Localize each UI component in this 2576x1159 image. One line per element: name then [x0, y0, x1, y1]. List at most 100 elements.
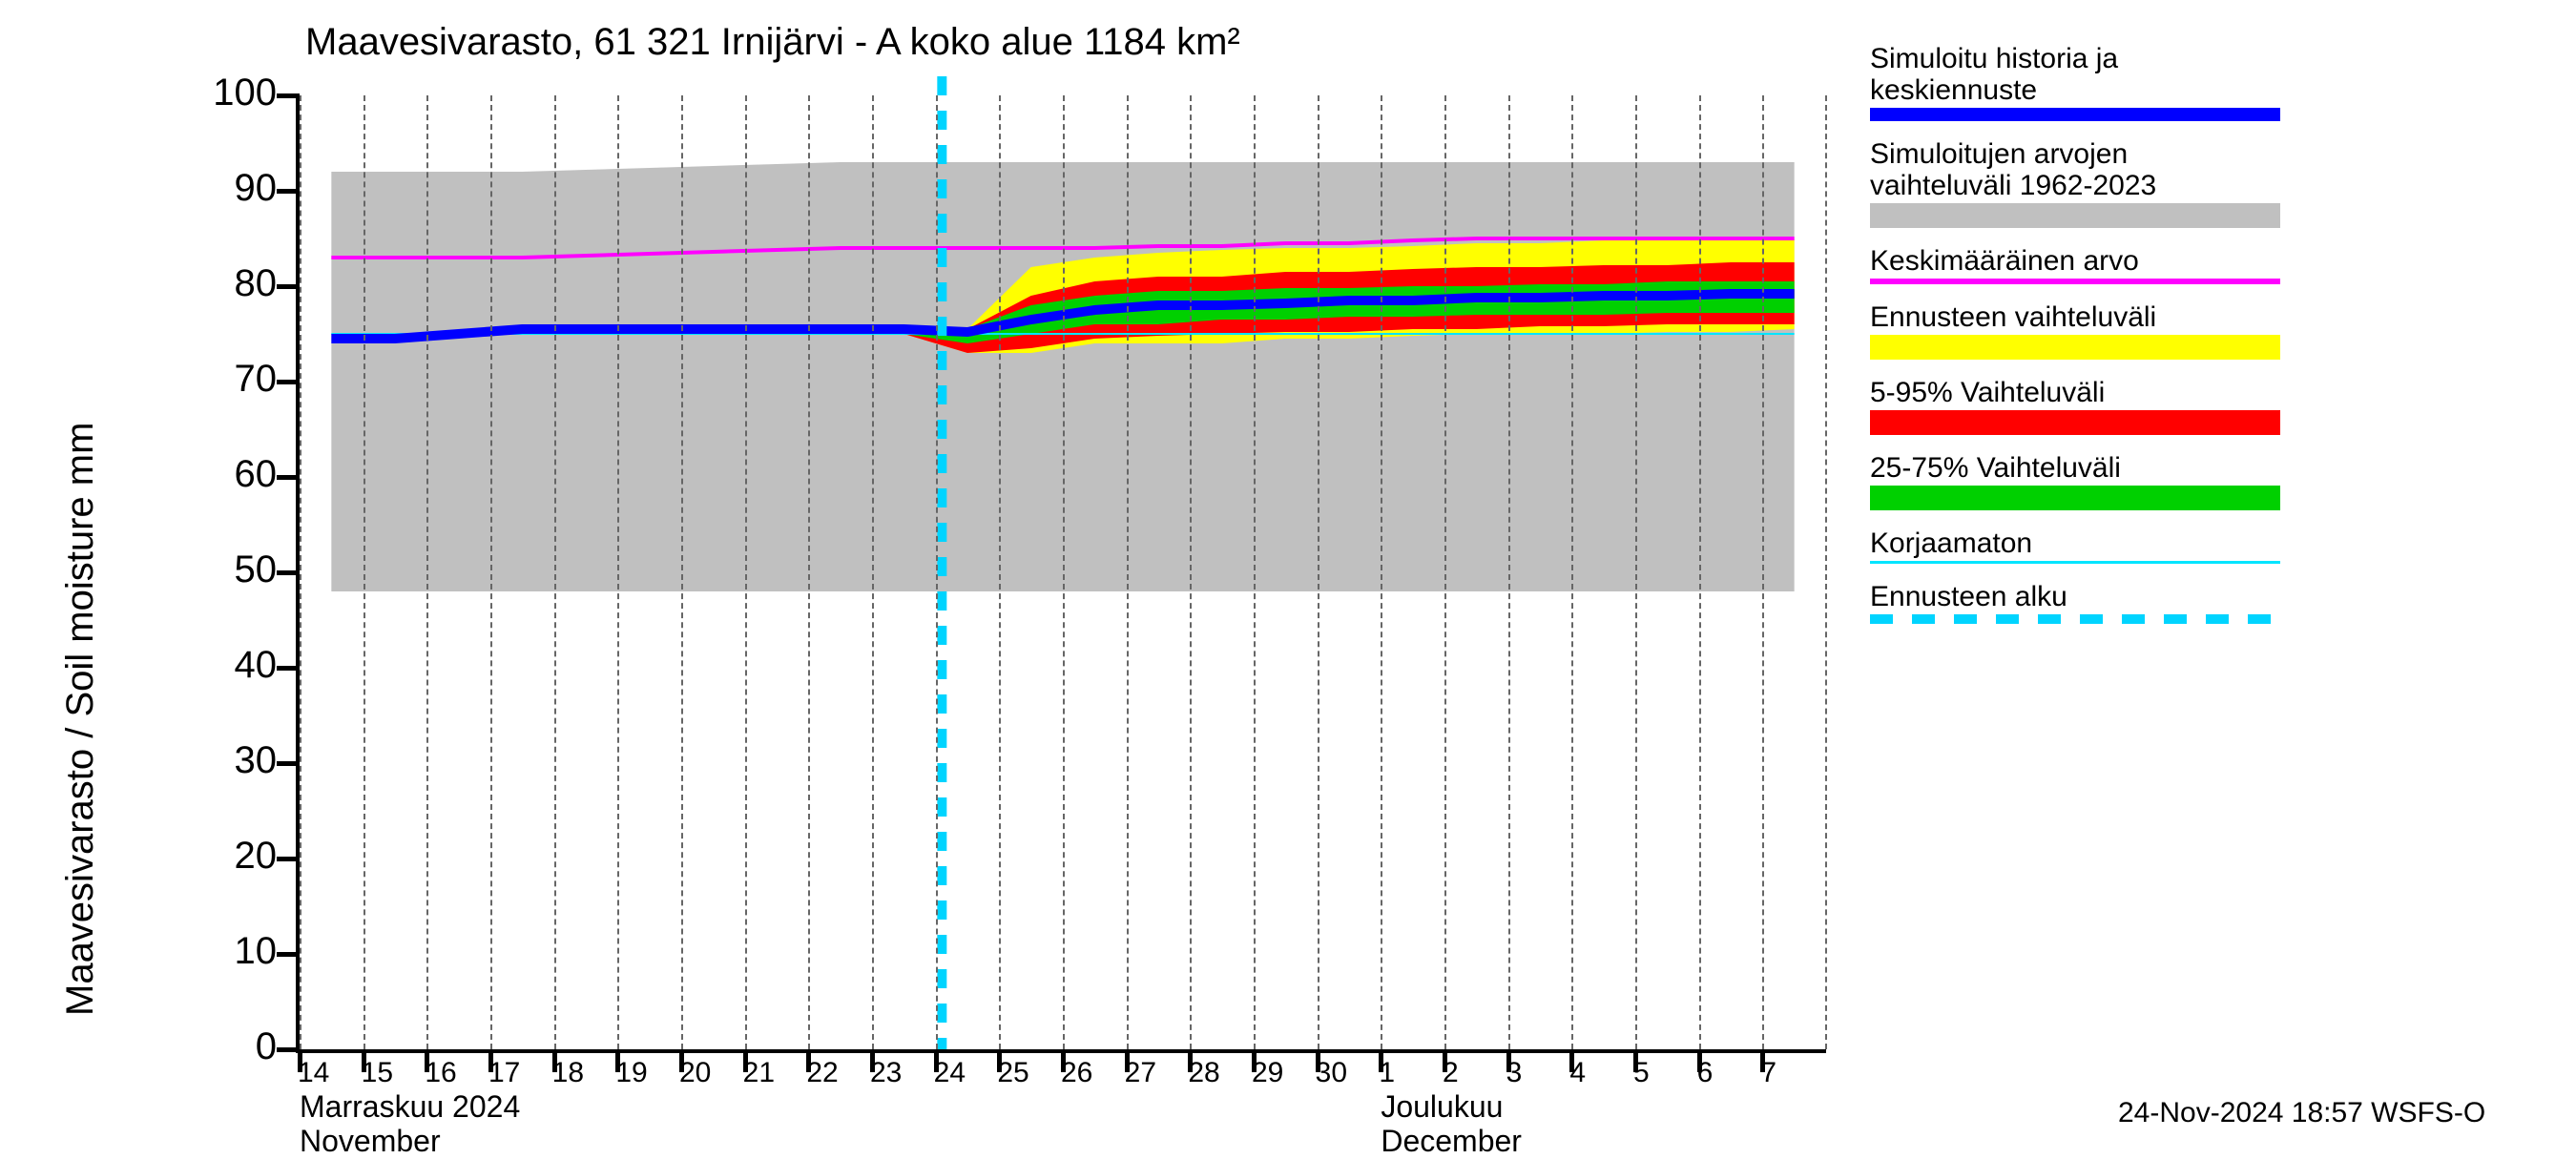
y-tick-label: 60 — [172, 453, 277, 496]
y-tick-label: 70 — [172, 358, 277, 401]
y-tick-label: 50 — [172, 548, 277, 591]
x-gridline — [936, 95, 938, 1049]
x-gridline — [808, 95, 810, 1049]
legend-label: vaihteluväli 1962-2023 — [1870, 170, 2280, 201]
x-gridline — [1190, 95, 1192, 1049]
legend-swatch — [1870, 486, 2280, 510]
legend-item: Simuloitu historia jakeskiennuste — [1870, 43, 2280, 121]
x-tick-label: 6 — [1697, 1057, 1761, 1089]
x-tick-label: 20 — [679, 1057, 743, 1089]
y-tick — [277, 475, 300, 480]
x-gridline — [1825, 95, 1827, 1049]
x-gridline — [681, 95, 683, 1049]
y-tick-label: 30 — [172, 739, 277, 782]
x-tick-label: 17 — [488, 1057, 552, 1089]
legend-swatch — [1870, 335, 2280, 360]
x-tick-label: 25 — [997, 1057, 1061, 1089]
x-tick-label: 2 — [1443, 1057, 1506, 1089]
legend-item: 25-75% Vaihteluväli — [1870, 452, 2280, 510]
x-gridline — [617, 95, 619, 1049]
x-tick-label: 18 — [552, 1057, 616, 1089]
x-tick-label: 21 — [743, 1057, 807, 1089]
x-tick-label: 5 — [1633, 1057, 1697, 1089]
y-tick-label: 80 — [172, 262, 277, 305]
legend-label: keskiennuste — [1870, 74, 2280, 106]
legend-label: Simuloitujen arvojen — [1870, 138, 2280, 170]
x-tick-label: 14 — [298, 1057, 362, 1089]
x-gridline — [1508, 95, 1510, 1049]
timestamp-label: 24-Nov-2024 18:57 WSFS-O — [2118, 1097, 2485, 1129]
y-tick-label: 90 — [172, 167, 277, 210]
y-tick — [277, 189, 300, 194]
x-tick-label: 23 — [870, 1057, 934, 1089]
month-label: November — [300, 1124, 441, 1159]
legend-swatch — [1870, 561, 2280, 564]
x-tick-label: 7 — [1760, 1057, 1824, 1089]
x-tick-label: 28 — [1188, 1057, 1252, 1089]
legend-item: Korjaamaton — [1870, 528, 2280, 564]
y-tick — [277, 857, 300, 861]
x-gridline — [1254, 95, 1256, 1049]
x-gridline — [1699, 95, 1701, 1049]
x-tick-label: 24 — [934, 1057, 998, 1089]
legend-item: Simuloitujen arvojenvaihteluväli 1962-20… — [1870, 138, 2280, 228]
legend-swatch — [1870, 203, 2280, 228]
x-tick-label: 4 — [1569, 1057, 1633, 1089]
page-root: Maavesivarasto, 61 321 Irnijärvi - A kok… — [0, 0, 2576, 1145]
y-tick — [277, 570, 300, 575]
y-tick-label: 100 — [172, 72, 277, 114]
legend-item: Keskimääräinen arvo — [1870, 245, 2280, 284]
legend-label: Simuloitu historia ja — [1870, 43, 2280, 74]
legend-label: Ennusteen alku — [1870, 581, 2280, 612]
x-gridline — [364, 95, 365, 1049]
x-gridline — [1127, 95, 1129, 1049]
y-tick — [277, 952, 300, 957]
x-gridline — [1063, 95, 1065, 1049]
x-gridline — [426, 95, 428, 1049]
x-tick-label: 19 — [615, 1057, 679, 1089]
x-gridline — [745, 95, 747, 1049]
legend: Simuloitu historia jakeskiennusteSimuloi… — [1870, 43, 2280, 641]
legend-item: 5-95% Vaihteluväli — [1870, 377, 2280, 435]
legend-label: Korjaamaton — [1870, 528, 2280, 559]
legend-swatch — [1870, 108, 2280, 121]
y-tick — [277, 666, 300, 671]
x-tick-label: 1 — [1379, 1057, 1443, 1089]
y-tick-label: 10 — [172, 930, 277, 973]
x-tick-label: 26 — [1061, 1057, 1125, 1089]
legend-item: Ennusteen alku — [1870, 581, 2280, 624]
plot-area — [296, 95, 1826, 1053]
chart-title: Maavesivarasto, 61 321 Irnijärvi - A kok… — [305, 21, 1240, 64]
x-tick-label: 30 — [1316, 1057, 1380, 1089]
x-tick-label: 16 — [425, 1057, 488, 1089]
y-tick — [277, 93, 300, 98]
y-tick-label: 0 — [172, 1025, 277, 1068]
x-tick-label: 15 — [362, 1057, 426, 1089]
y-tick — [277, 284, 300, 289]
x-gridline — [999, 95, 1001, 1049]
y-tick-label: 40 — [172, 644, 277, 687]
month-label: Joulukuu — [1381, 1089, 1503, 1125]
x-gridline — [1635, 95, 1637, 1049]
x-gridline — [1444, 95, 1446, 1049]
legend-swatch — [1870, 614, 2280, 624]
x-tick-label: 22 — [806, 1057, 870, 1089]
month-label: December — [1381, 1124, 1522, 1159]
x-gridline — [554, 95, 556, 1049]
y-tick — [277, 761, 300, 766]
x-gridline — [300, 95, 301, 1049]
x-gridline — [1762, 95, 1764, 1049]
x-gridline — [490, 95, 492, 1049]
x-tick-label: 27 — [1125, 1057, 1189, 1089]
legend-item: Ennusteen vaihteluväli — [1870, 301, 2280, 360]
x-gridline — [872, 95, 874, 1049]
y-tick-label: 20 — [172, 835, 277, 878]
x-tick-label: 29 — [1252, 1057, 1316, 1089]
legend-label: 5-95% Vaihteluväli — [1870, 377, 2280, 408]
x-gridline — [1381, 95, 1382, 1049]
legend-label: Keskimääräinen arvo — [1870, 245, 2280, 277]
x-tick-label: 3 — [1506, 1057, 1570, 1089]
x-gridline — [1571, 95, 1573, 1049]
x-gridline — [1318, 95, 1319, 1049]
y-axis-label: Maavesivarasto / Soil moisture mm — [59, 423, 102, 1016]
